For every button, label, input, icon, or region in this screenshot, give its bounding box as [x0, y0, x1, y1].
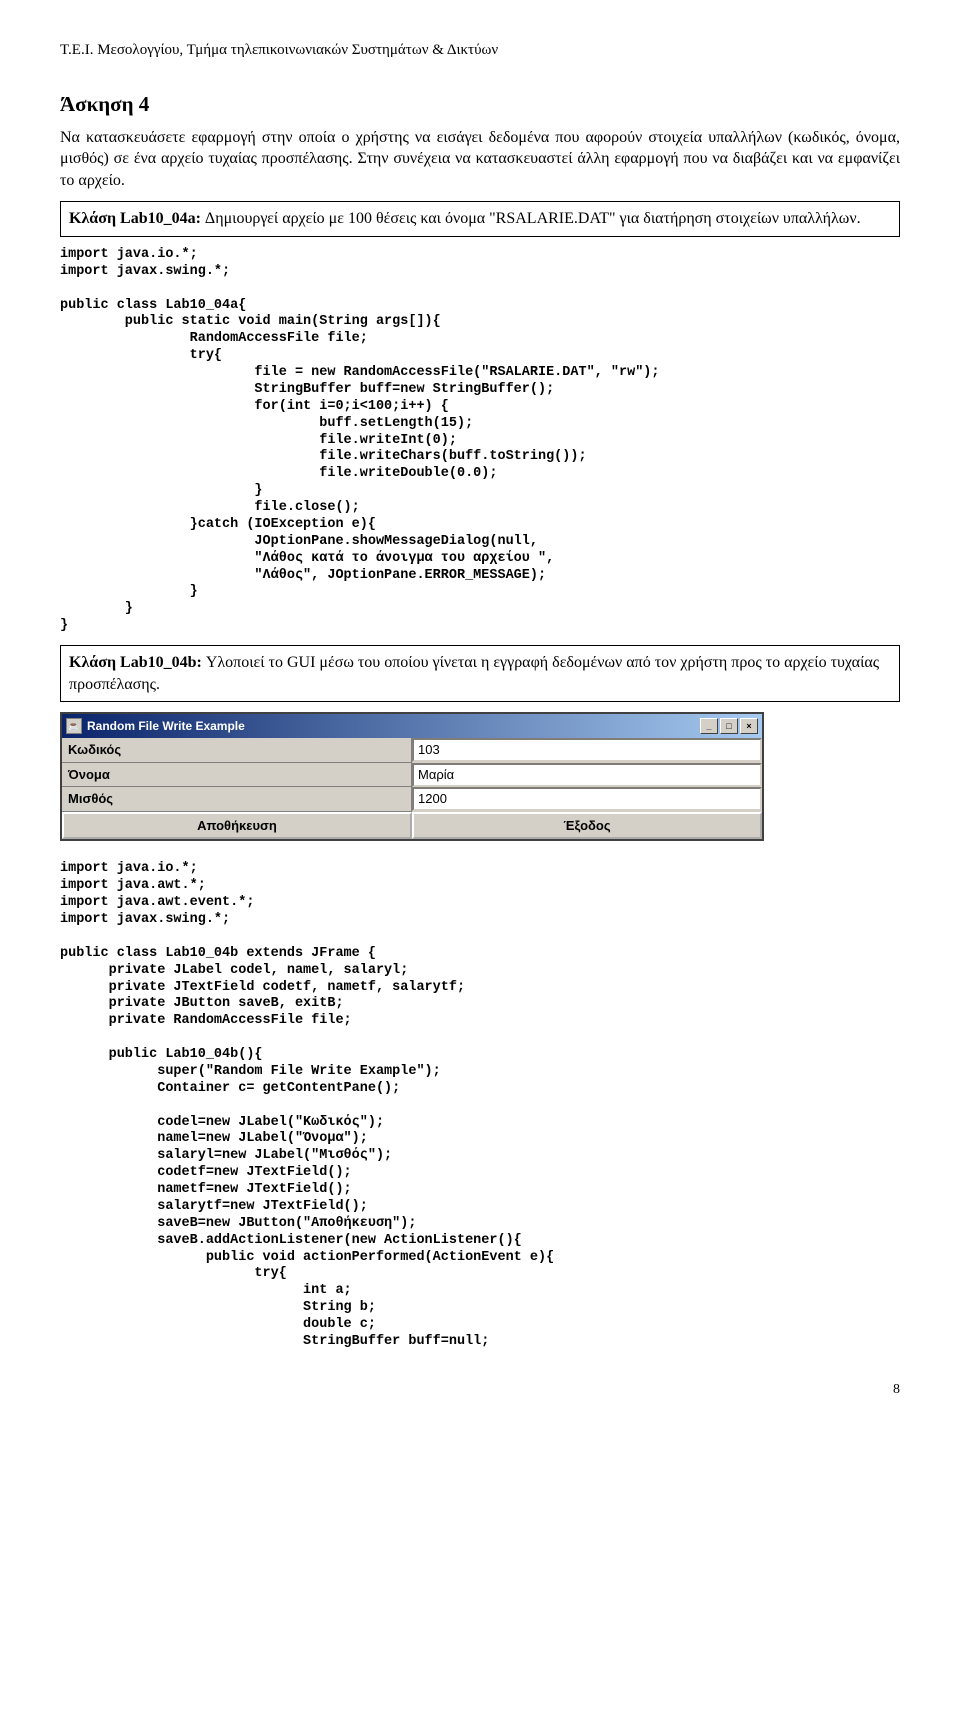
gui-window: ☕ Random File Write Example _ □ × Κωδικό…: [60, 712, 764, 841]
maximize-button[interactable]: □: [720, 718, 738, 734]
class-a-desc: Δημιουργεί αρχείο με 100 θέσεις και όνομ…: [201, 210, 861, 227]
window-title: Random File Write Example: [87, 718, 700, 734]
page-number: 8: [60, 1381, 900, 1400]
exit-button[interactable]: Έξοδος: [412, 812, 762, 840]
class-b-name: Κλάση Lab10_04b:: [69, 654, 202, 671]
java-cup-icon: ☕: [66, 718, 82, 734]
page-header: Τ.Ε.Ι. Μεσολογγίου, Τμήμα τηλεπικοινωνια…: [60, 40, 900, 60]
form-grid: Κωδικός 103 Όνομα Μαρία Μισθός 1200: [62, 738, 762, 812]
class-box-b: Κλάση Lab10_04b: Υλοποιεί το GUI μέσω το…: [60, 645, 900, 702]
class-a-name: Κλάση Lab10_04a:: [69, 210, 201, 227]
salary-input[interactable]: 1200: [412, 787, 762, 811]
titlebar: ☕ Random File Write Example _ □ ×: [62, 714, 762, 738]
minimize-button[interactable]: _: [700, 718, 718, 734]
code-label: Κωδικός: [62, 738, 412, 763]
code-block-b: import java.io.*; import java.awt.*; imp…: [60, 861, 900, 1350]
exercise-title: Άσκηση 4: [60, 90, 900, 118]
name-input[interactable]: Μαρία: [412, 763, 762, 787]
window-controls: _ □ ×: [700, 718, 758, 734]
name-label: Όνομα: [62, 763, 412, 788]
class-box-a: Κλάση Lab10_04a: Δημιουργεί αρχείο με 10…: [60, 201, 900, 237]
intro-paragraph: Να κατασκευάσετε εφαρμογή στην οποία ο χ…: [60, 127, 900, 192]
code-input[interactable]: 103: [412, 738, 762, 762]
save-button[interactable]: Αποθήκευση: [62, 812, 412, 840]
close-button[interactable]: ×: [740, 718, 758, 734]
salary-label: Μισθός: [62, 787, 412, 812]
code-block-a: import java.io.*; import javax.swing.*; …: [60, 247, 900, 635]
button-row: Αποθήκευση Έξοδος: [62, 812, 762, 840]
